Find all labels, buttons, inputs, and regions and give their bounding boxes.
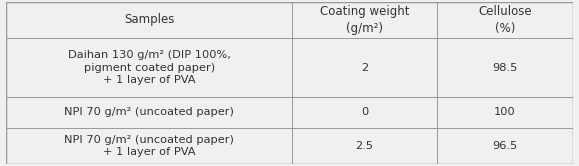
Text: 2: 2 [361,63,368,73]
Text: 100: 100 [494,107,516,117]
Text: NPI 70 g/m² (uncoated paper)
+ 1 layer of PVA: NPI 70 g/m² (uncoated paper) + 1 layer o… [64,135,234,157]
Text: 0: 0 [361,107,368,117]
Text: 2.5: 2.5 [356,141,373,151]
Text: NPI 70 g/m² (uncoated paper): NPI 70 g/m² (uncoated paper) [64,107,234,117]
Text: Cellulose
(%): Cellulose (%) [478,5,532,35]
Text: Samples: Samples [124,13,174,26]
Text: Daihan 130 g/m² (DIP 100%,
pigment coated paper)
+ 1 layer of PVA: Daihan 130 g/m² (DIP 100%, pigment coate… [68,50,230,85]
Text: Coating weight
(g/m²): Coating weight (g/m²) [320,5,409,35]
Text: 98.5: 98.5 [492,63,518,73]
Text: 96.5: 96.5 [493,141,518,151]
